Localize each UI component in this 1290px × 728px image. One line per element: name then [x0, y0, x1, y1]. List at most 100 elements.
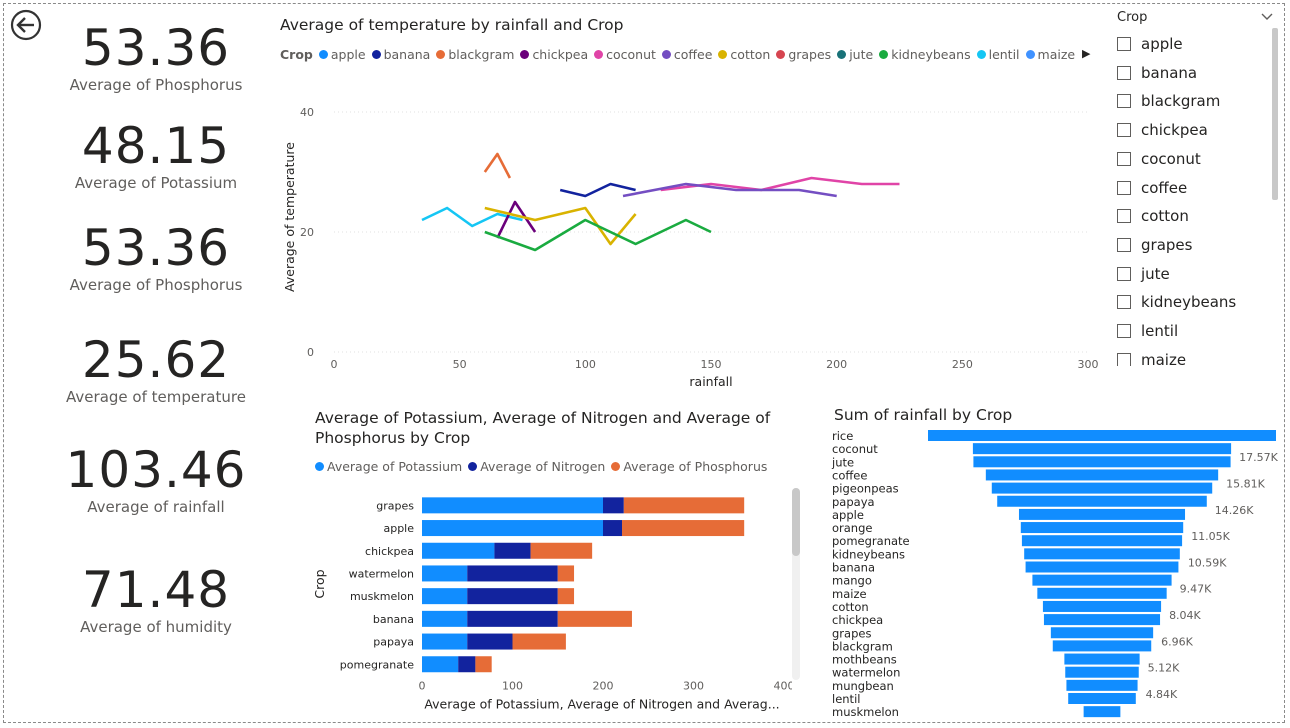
slicer-item-label: blackgram	[1141, 92, 1221, 111]
legend-label: coconut	[606, 47, 656, 62]
slicer-item-chickpea[interactable]: chickpea	[1117, 119, 1208, 141]
legend-item-apple[interactable]: apple	[318, 47, 366, 62]
bar-segment-apple-average-of-phosphorus	[622, 520, 745, 537]
category-label: grapes	[832, 626, 871, 640]
stacked-bar-chart[interactable]: grapes apple chickpea watermelon muskmelon ba…	[312, 482, 792, 722]
kpi-label: Average of Potassium	[74, 174, 238, 192]
checkbox[interactable]	[1117, 266, 1131, 281]
x-tick-label: 150	[701, 358, 722, 371]
slicer-item-coconut[interactable]: coconut	[1117, 148, 1201, 170]
legend-label: lentil	[988, 47, 1020, 62]
slicer-item-label: cotton	[1141, 207, 1189, 226]
legend-label: jute	[849, 47, 874, 62]
legend-item-jute[interactable]: jute	[837, 47, 873, 62]
x-tick-label: 0	[419, 680, 426, 693]
checkbox[interactable]	[1117, 37, 1131, 51]
bar-segment-apple-average-of-potassium	[422, 520, 603, 537]
legend-item-average-of-nitrogen[interactable]: Average of Nitrogen	[468, 459, 605, 474]
category-label: coffee	[832, 468, 867, 482]
legend-item-coffee[interactable]: coffee	[661, 47, 712, 62]
checkbox[interactable]	[1117, 237, 1131, 252]
funnel-bar-kidneybeans	[1024, 548, 1180, 560]
legend-label: Average of Phosphorus	[623, 459, 768, 474]
checkbox[interactable]	[1117, 151, 1131, 166]
checkbox[interactable]	[1117, 94, 1131, 109]
slicer-item-label: jute	[1141, 264, 1170, 283]
slicer-item-kidneybeans[interactable]: kidneybeans	[1117, 291, 1236, 313]
legend-item-lentil[interactable]: lentil	[976, 47, 1020, 62]
legend-item-grapes[interactable]: grapes	[776, 47, 831, 62]
slicer-item-grapes[interactable]: grapes	[1117, 234, 1192, 256]
legend-item-kidneybeans[interactable]: kidneybeans	[879, 47, 971, 62]
funnel-bar-coffee	[985, 469, 1219, 481]
series-line-coffee	[622, 182, 837, 198]
category-label: chickpea	[832, 613, 883, 627]
kpi-label: Average of humidity	[80, 618, 232, 636]
bar-segment-banana-average-of-phosphorus	[557, 610, 632, 627]
legend-item-maize[interactable]: maize	[1025, 47, 1076, 62]
bar-segment-chickpea-average-of-nitrogen	[494, 542, 531, 559]
slicer-item-blackgram[interactable]: blackgram	[1117, 90, 1220, 112]
bar-segment-chickpea-average-of-phosphorus	[530, 542, 593, 559]
back-arrow-icon[interactable]	[10, 9, 42, 41]
bar-segment-pomegranate-average-of-nitrogen	[458, 656, 476, 673]
kpi-label: Average of temperature	[66, 388, 246, 406]
legend-item-banana[interactable]: banana	[371, 47, 430, 62]
legend-item-cotton[interactable]: cotton	[718, 47, 770, 62]
category-label: cotton	[832, 600, 869, 614]
legend-label: grapes	[788, 47, 832, 62]
slicer-item-maize[interactable]: maize	[1117, 349, 1186, 366]
slicer-scrollbar[interactable]	[1272, 28, 1278, 200]
kpi-card-phosphorus-2: 53.36 Average of Phosphorus	[56, 222, 256, 294]
legend-label: cotton	[730, 47, 771, 62]
series-line-banana	[559, 182, 636, 198]
checkbox[interactable]	[1117, 180, 1131, 195]
line-chart-legend: Crop apple banana blackgram chickpea coconut…	[280, 47, 1081, 62]
legend-item-coconut[interactable]: coconut	[594, 47, 656, 62]
stacked-chart-legend: Average of Potassium Average of Nitrogen A…	[315, 459, 773, 474]
kpi-card-humidity: 71.48 Average of humidity	[56, 564, 256, 636]
checkbox[interactable]	[1117, 209, 1131, 224]
legend-next-icon[interactable]: ▶	[1082, 47, 1091, 60]
legend-item-chickpea[interactable]: chickpea	[520, 47, 588, 62]
kpi-card-temperature: 25.62 Average of temperature	[56, 334, 256, 406]
bar-segment-papaya-average-of-potassium	[422, 633, 468, 650]
slicer-item-jute[interactable]: jute	[1117, 263, 1170, 285]
scrollbar-thumb[interactable]	[792, 488, 800, 556]
slicer-item-cotton[interactable]: cotton	[1117, 205, 1189, 227]
slicer-item-banana[interactable]: banana	[1117, 62, 1197, 84]
stacked-chart-scrollbar[interactable]	[792, 488, 800, 680]
checkbox[interactable]	[1117, 324, 1131, 338]
line-chart[interactable]: 0 20 40 0 50 100 150 200 250 300 rainfall Average o…	[276, 70, 1106, 395]
category-label: coconut	[832, 442, 878, 456]
legend-marker	[718, 50, 728, 59]
legend-item-average-of-phosphorus[interactable]: Average of Phosphorus	[611, 459, 767, 474]
funnel-bar-muskmelon	[1083, 706, 1121, 718]
legend-item-blackgram[interactable]: blackgram	[436, 47, 514, 62]
category-label: watermelon	[349, 567, 414, 580]
legend-label: maize	[1037, 47, 1076, 62]
x-tick-label: 100	[502, 680, 523, 693]
y-axis-title: Crop	[312, 569, 327, 598]
bar-segment-pomegranate-average-of-phosphorus	[475, 656, 492, 673]
slicer-item-lentil[interactable]: lentil	[1117, 320, 1178, 342]
category-label: pomegranate	[832, 534, 910, 548]
checkbox[interactable]	[1117, 352, 1131, 366]
checkbox[interactable]	[1117, 295, 1131, 310]
x-axis-title: Average of Potassium, Average of Nitroge…	[424, 697, 779, 712]
bar-segment-watermelon-average-of-potassium	[422, 565, 468, 582]
legend-label: blackgram	[448, 47, 515, 62]
checkbox[interactable]	[1117, 123, 1131, 138]
checkbox[interactable]	[1117, 65, 1131, 80]
slicer-item-apple[interactable]: apple	[1117, 33, 1183, 55]
category-label: papaya	[832, 495, 875, 509]
slicer-item-coffee[interactable]: coffee	[1117, 177, 1187, 199]
kpi-label: Average of rainfall	[87, 498, 225, 516]
x-tick-label: 300	[683, 680, 704, 693]
legend-item-average-of-potassium[interactable]: Average of Potassium	[315, 459, 462, 474]
legend-marker	[879, 50, 889, 59]
bar-segment-muskmelon-average-of-phosphorus	[557, 588, 575, 605]
x-tick-label: 300	[1078, 358, 1099, 371]
chevron-down-icon[interactable]	[1260, 10, 1274, 24]
